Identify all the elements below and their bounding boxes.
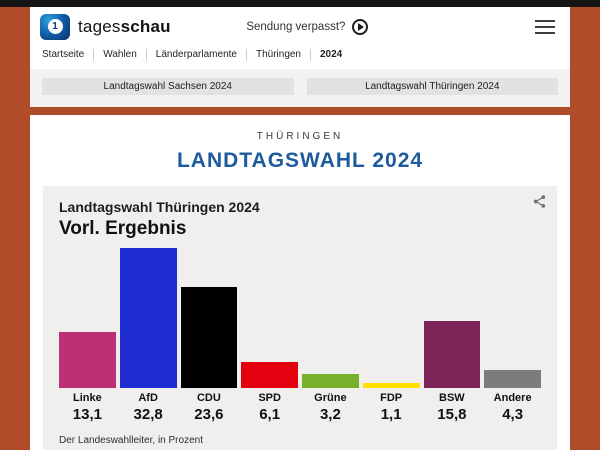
chart-subtitle: Vorl. Ergebnis [59, 218, 187, 239]
party-value-grüne: 3,2 [319, 406, 341, 423]
caption-cdu: CDU 23,6 [181, 388, 238, 423]
wordmark-bold: schau [120, 16, 171, 36]
missed-broadcast-link[interactable]: Sendung verpasst? [246, 18, 369, 35]
hamburger-icon[interactable] [534, 17, 556, 37]
party-label-linke: Linke [73, 392, 102, 404]
bar-linke [59, 332, 116, 388]
tagesschau-logo-icon: 1 [40, 13, 70, 40]
bar-cdu [180, 287, 238, 388]
caption-andere: Andere 4,3 [484, 388, 541, 423]
bar-column-afd [119, 248, 177, 388]
play-icon[interactable] [352, 18, 369, 35]
breadcrumb-item-startseite[interactable]: Startseite [42, 49, 95, 61]
bar-chart [59, 248, 541, 388]
bar-column-spd [241, 248, 298, 388]
region-kicker: THÜRINGEN [256, 131, 344, 142]
share-icon[interactable] [532, 194, 547, 214]
page-title: LANDTAGSWAHL 2024 [176, 149, 424, 172]
party-value-bsw: 15,8 [437, 406, 467, 423]
bar-column-cdu [180, 248, 238, 388]
wordmark-light: tages [78, 16, 121, 36]
bar-andere [484, 369, 541, 388]
breadcrumb-item-laenderparlamente[interactable]: Länderparlamente [147, 49, 247, 61]
election-quicklinks: Landtagswahl Sachsen 2024 Landtagswahl T… [30, 69, 570, 107]
brand-wordmark: tagesschau [78, 17, 171, 37]
quicklink-sachsen-button[interactable]: Landtagswahl Sachsen 2024 [42, 78, 294, 95]
party-label-bsw: BSW [439, 392, 465, 404]
bar-column-bsw [423, 248, 481, 388]
party-label-fdp: FDP [380, 392, 403, 404]
missed-broadcast-label: Sendung verpasst? [246, 20, 346, 33]
bar-bsw [423, 320, 481, 388]
page-column: 1 tagesschau Sendung verpasst? Startseit… [30, 7, 570, 450]
caption-grüne: Grüne 3,2 [302, 388, 359, 423]
party-value-linke: 13,1 [72, 406, 102, 423]
logo-one-glyph: 1 [47, 19, 63, 34]
party-value-spd: 6,1 [259, 406, 281, 423]
breadcrumb-item-2024[interactable]: 2024 [320, 49, 343, 60]
bar-column-grüne [302, 248, 359, 388]
results-chart-card: Landtagswahl Thüringen 2024 Vorl. Ergebn… [43, 186, 557, 450]
caption-afd: AfD 32,8 [120, 388, 177, 423]
bar-column-linke [59, 248, 116, 388]
breadcrumb-item-thueringen[interactable]: Thüringen [247, 49, 311, 61]
site-header: 1 tagesschau Sendung verpasst? Startseit… [30, 7, 570, 107]
bar-column-andere [484, 248, 541, 388]
breadcrumb-item-wahlen[interactable]: Wahlen [94, 49, 147, 61]
main-content: THÜRINGEN LANDTAGSWAHL 2024 Landtagswahl… [30, 115, 570, 450]
brand-home-link[interactable]: 1 tagesschau [40, 13, 171, 40]
caption-bsw: BSW 15,8 [424, 388, 481, 423]
bar-captions: Linke 13,1 AfD 32,8 CDU 23,6 SPD 6,1 Grüne 3,2 FDP… [59, 388, 541, 423]
bar-afd [119, 248, 177, 388]
caption-linke: Linke 13,1 [59, 388, 116, 423]
party-value-cdu: 23,6 [194, 406, 224, 423]
quicklink-thueringen-button[interactable]: Landtagswahl Thüringen 2024 [306, 78, 558, 95]
chart-source-note: Der Landeswahlleiter, in Prozent [59, 435, 203, 446]
bar-fdp [362, 383, 420, 388]
caption-spd: SPD 6,1 [241, 388, 298, 423]
party-label-afd: AfD [138, 392, 158, 404]
party-label-grüne: Grüne [314, 392, 347, 404]
party-label-andere: Andere [493, 392, 532, 404]
bar-spd [241, 361, 298, 388]
party-label-cdu: CDU [196, 392, 221, 404]
bar-column-fdp [362, 248, 420, 388]
chart-title: Landtagswahl Thüringen 2024 [59, 199, 260, 215]
breadcrumb: Startseite Wahlen Länderparlamente Thüri… [30, 45, 570, 69]
party-value-andere: 4,3 [502, 406, 524, 423]
top-strip [0, 0, 600, 7]
bar-grüne [302, 374, 359, 388]
party-value-fdp: 1,1 [380, 406, 402, 423]
party-label-spd: SPD [258, 392, 281, 404]
caption-fdp: FDP 1,1 [363, 388, 420, 423]
party-value-afd: 32,8 [133, 406, 163, 423]
